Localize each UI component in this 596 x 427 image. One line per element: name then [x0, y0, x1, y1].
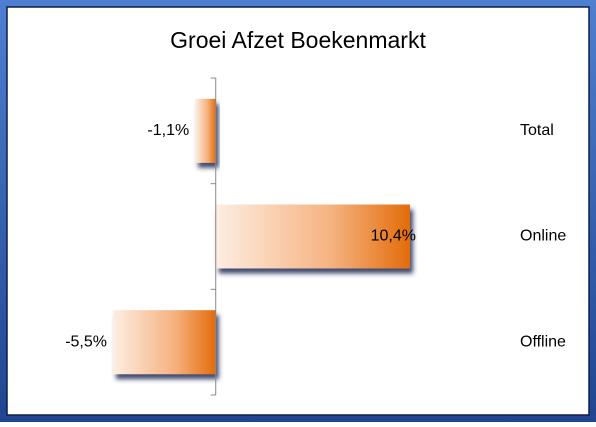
bar [113, 310, 216, 375]
data-label: -1,1% [147, 122, 189, 139]
data-label: 10,4% [371, 228, 416, 245]
category-label: Total [520, 122, 554, 139]
chart-title: Groei Afzet Boekenmarkt [170, 27, 426, 53]
category-label: Online [520, 228, 566, 245]
bar [195, 98, 216, 163]
bar [215, 204, 410, 269]
data-label: -5,5% [65, 333, 107, 350]
category-label: Offline [520, 333, 566, 350]
